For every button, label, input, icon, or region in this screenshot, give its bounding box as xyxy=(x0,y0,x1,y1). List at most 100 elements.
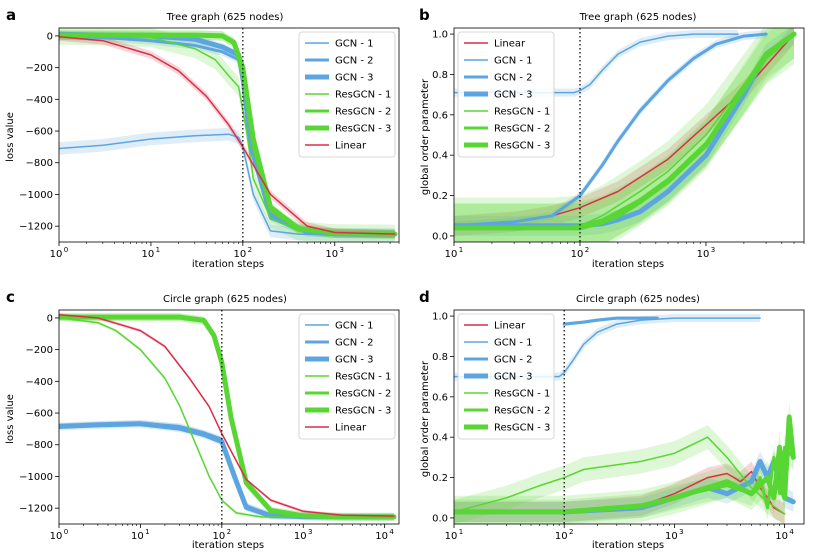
panel-letter-b: b xyxy=(419,6,430,24)
y-tick-label: −800 xyxy=(26,440,53,451)
y-tick-label: −1200 xyxy=(19,222,53,233)
legend-label: GCN - 3 xyxy=(335,355,374,366)
y-tick-label: 0 xyxy=(47,313,53,324)
chart-title-d: Circle graph (625 nodes) xyxy=(576,294,700,305)
x-axis-label-a: iteration steps xyxy=(192,259,264,270)
y-axis-label-a: loss value xyxy=(5,112,16,162)
series-group xyxy=(59,28,398,242)
axes-frame xyxy=(453,27,805,243)
series-line-resgcn-1 xyxy=(59,317,395,519)
x-tick-exponent: 1 xyxy=(145,528,149,536)
panel-a: a Tree graph (625 nodes) iteration steps… xyxy=(5,6,400,270)
x-tick-label: 10 xyxy=(233,249,246,260)
panel-letter-a: a xyxy=(6,6,16,24)
legend-label: ResGCN - 3 xyxy=(494,423,550,434)
legend: GCN - 1 GCN - 2 GCN - 3 ResGCN - 1 ResGCN - … xyxy=(298,313,396,440)
legend: Linear GCN - 1 GCN - 2 GCN - 3 ResGCN - 1 Res… xyxy=(457,313,555,440)
legend-label: ResGCN - 2 xyxy=(494,124,550,135)
legend-label: ResGCN - 3 xyxy=(494,141,550,152)
x-tick-exponent: 2 xyxy=(248,246,252,254)
x-tick-label: 10 xyxy=(775,531,788,542)
series-group xyxy=(454,314,796,524)
x-tick-label: 10 xyxy=(571,249,584,260)
x-tick-label: 10 xyxy=(445,531,458,542)
band-resgcn-2 xyxy=(454,28,794,242)
y-tick-label: −1000 xyxy=(19,190,53,201)
legend-label: ResGCN - 1 xyxy=(335,90,391,101)
series-line-gcn-2 xyxy=(562,316,659,326)
series-line-resgcn-3 xyxy=(59,32,398,237)
y-tick-label: −1000 xyxy=(19,472,53,483)
legend-label: GCN - 2 xyxy=(335,56,374,67)
x-tick-exponent: 4 xyxy=(789,528,794,536)
x-axis-label-c: iteration steps xyxy=(192,540,264,551)
y-tick-label: 0.0 xyxy=(432,513,448,524)
chart-title-c: Circle graph (625 nodes) xyxy=(163,294,287,305)
legend-label: Linear xyxy=(494,321,526,332)
x-tick-label: 10 xyxy=(131,531,144,542)
x-tick-label: 10 xyxy=(142,249,155,260)
legend-box xyxy=(457,313,555,440)
plot-area-c: 10 0 10 1 10 2 10 3 10 40−200−400−600−800−1000−12… xyxy=(19,309,400,542)
series-line-resgcn-1 xyxy=(454,436,786,515)
legend-label: GCN - 2 xyxy=(494,355,533,366)
band-resgcn-2 xyxy=(454,435,794,524)
legend-label: Linear xyxy=(335,423,367,434)
legend-label: GCN - 1 xyxy=(335,321,374,332)
y-tick-label: 0.4 xyxy=(432,151,448,162)
plot-area-a: 10 0 10 1 10 2 10 30−200−400−600−800−1000−1200G… xyxy=(19,27,400,260)
x-axis-label-b: iteration steps xyxy=(592,259,664,270)
x-tick-label: 10 xyxy=(445,249,458,260)
series-line-linear xyxy=(59,314,395,517)
x-tick-exponent: 3 xyxy=(679,528,683,536)
series-line-resgcn-3 xyxy=(454,31,797,231)
y-tick-label: 1.0 xyxy=(432,312,448,323)
axes-frame xyxy=(58,309,400,525)
series-group xyxy=(454,28,797,242)
band-resgcn-1 xyxy=(454,425,785,524)
x-tick-label: 10 xyxy=(555,531,568,542)
legend-label: ResGCN - 2 xyxy=(335,389,391,400)
y-tick-label: −400 xyxy=(26,377,53,388)
band-linear xyxy=(454,28,794,236)
legend-label: GCN - 1 xyxy=(494,56,533,67)
y-tick-label: −800 xyxy=(26,158,53,169)
x-tick-exponent: 1 xyxy=(459,246,463,254)
legend-box xyxy=(457,31,555,158)
series-line-linear xyxy=(59,35,396,235)
band-gcn-1 xyxy=(59,127,395,241)
legend-label: ResGCN - 1 xyxy=(494,107,550,118)
axes-frame xyxy=(453,309,805,525)
x-tick-exponent: 2 xyxy=(569,528,573,536)
x-tick-exponent: 2 xyxy=(227,528,231,536)
legend-label: GCN - 1 xyxy=(335,39,374,50)
y-axis-label-b: global order parameter xyxy=(420,78,431,195)
legend-label: ResGCN - 1 xyxy=(335,372,391,383)
legend-label: GCN - 2 xyxy=(494,73,533,84)
panel-b: b Tree graph (625 nodes) iteration steps… xyxy=(419,6,805,270)
x-tick-label: 10 xyxy=(50,531,63,542)
legend: Linear GCN - 1 GCN - 2 GCN - 3 ResGCN - 1 Res… xyxy=(457,31,555,158)
band-linear xyxy=(454,461,785,524)
legend-label: GCN - 3 xyxy=(494,90,533,101)
x-axis-label-d: iteration steps xyxy=(592,540,664,551)
y-tick-label: 0.2 xyxy=(432,473,448,484)
y-tick-label: 0.8 xyxy=(432,352,448,363)
x-tick-exponent: 3 xyxy=(340,246,344,254)
panel-letter-c: c xyxy=(6,288,15,306)
x-tick-label: 10 xyxy=(325,249,338,260)
legend-label: GCN - 3 xyxy=(335,73,374,84)
legend-label: GCN - 2 xyxy=(335,338,374,349)
band-gcn-3 xyxy=(454,451,794,522)
x-tick-exponent: 3 xyxy=(308,528,312,536)
x-tick-exponent: 3 xyxy=(711,246,715,254)
series-line-gcn-2 xyxy=(454,32,768,228)
series-line-gcn-1 xyxy=(59,133,396,236)
band-gcn-3 xyxy=(454,28,794,236)
y-tick-label: −400 xyxy=(26,95,53,106)
x-tick-label: 10 xyxy=(697,249,710,260)
plot-area-d: 10 1 10 2 10 3 10 40.00.20.40.60.81.0LinearGCN … xyxy=(432,309,805,542)
x-tick-exponent: 1 xyxy=(156,246,160,254)
legend-label: ResGCN - 3 xyxy=(335,406,391,417)
